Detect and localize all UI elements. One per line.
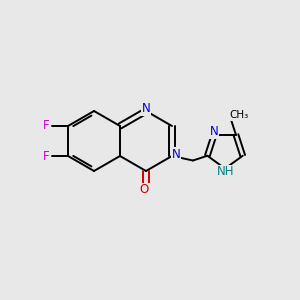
Text: N: N — [142, 102, 150, 115]
Text: O: O — [140, 183, 149, 196]
Text: N: N — [172, 148, 181, 161]
Text: N: N — [210, 125, 218, 139]
Text: NH: NH — [217, 165, 234, 178]
Text: F: F — [43, 119, 50, 132]
Text: CH₃: CH₃ — [229, 110, 248, 120]
Text: F: F — [43, 150, 50, 163]
